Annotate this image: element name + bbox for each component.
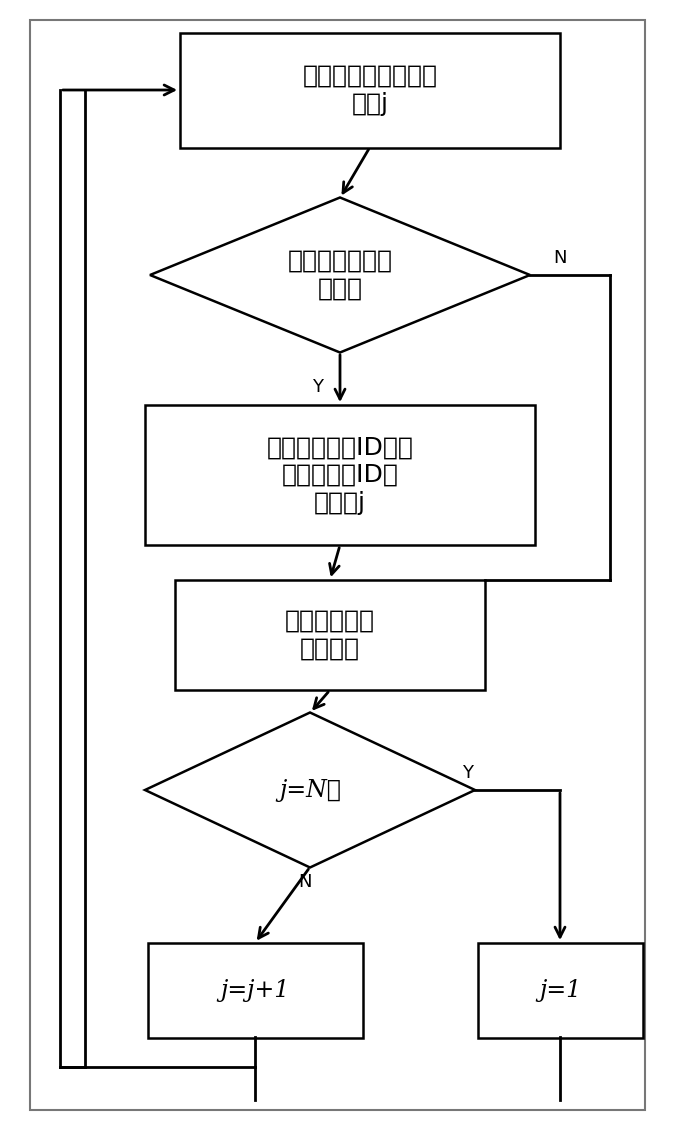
Text: 随机时刻发送
回复信息: 随机时刻发送 回复信息 <box>285 609 375 661</box>
Text: Y: Y <box>462 764 473 782</box>
Bar <box>175 580 485 690</box>
Text: j=N？: j=N？ <box>279 778 341 802</box>
Text: 是否收到邻居发
现报文: 是否收到邻居发 现报文 <box>288 249 392 301</box>
Text: j=1: j=1 <box>539 978 581 1001</box>
Bar <box>145 405 535 544</box>
Text: Y: Y <box>313 378 323 396</box>
Text: 空闲节点的天线方向
号是j: 空闲节点的天线方向 号是j <box>302 64 437 116</box>
Text: 提取发现节点ID，保
存发现节点ID和
方向号j: 提取发现节点ID，保 存发现节点ID和 方向号j <box>267 435 413 515</box>
Polygon shape <box>145 713 475 868</box>
Bar <box>477 942 643 1038</box>
Text: N: N <box>298 872 312 891</box>
Bar <box>180 33 560 147</box>
Text: j=j+1: j=j+1 <box>220 978 290 1001</box>
Text: N: N <box>554 249 567 267</box>
Bar <box>148 942 362 1038</box>
Polygon shape <box>150 197 530 352</box>
